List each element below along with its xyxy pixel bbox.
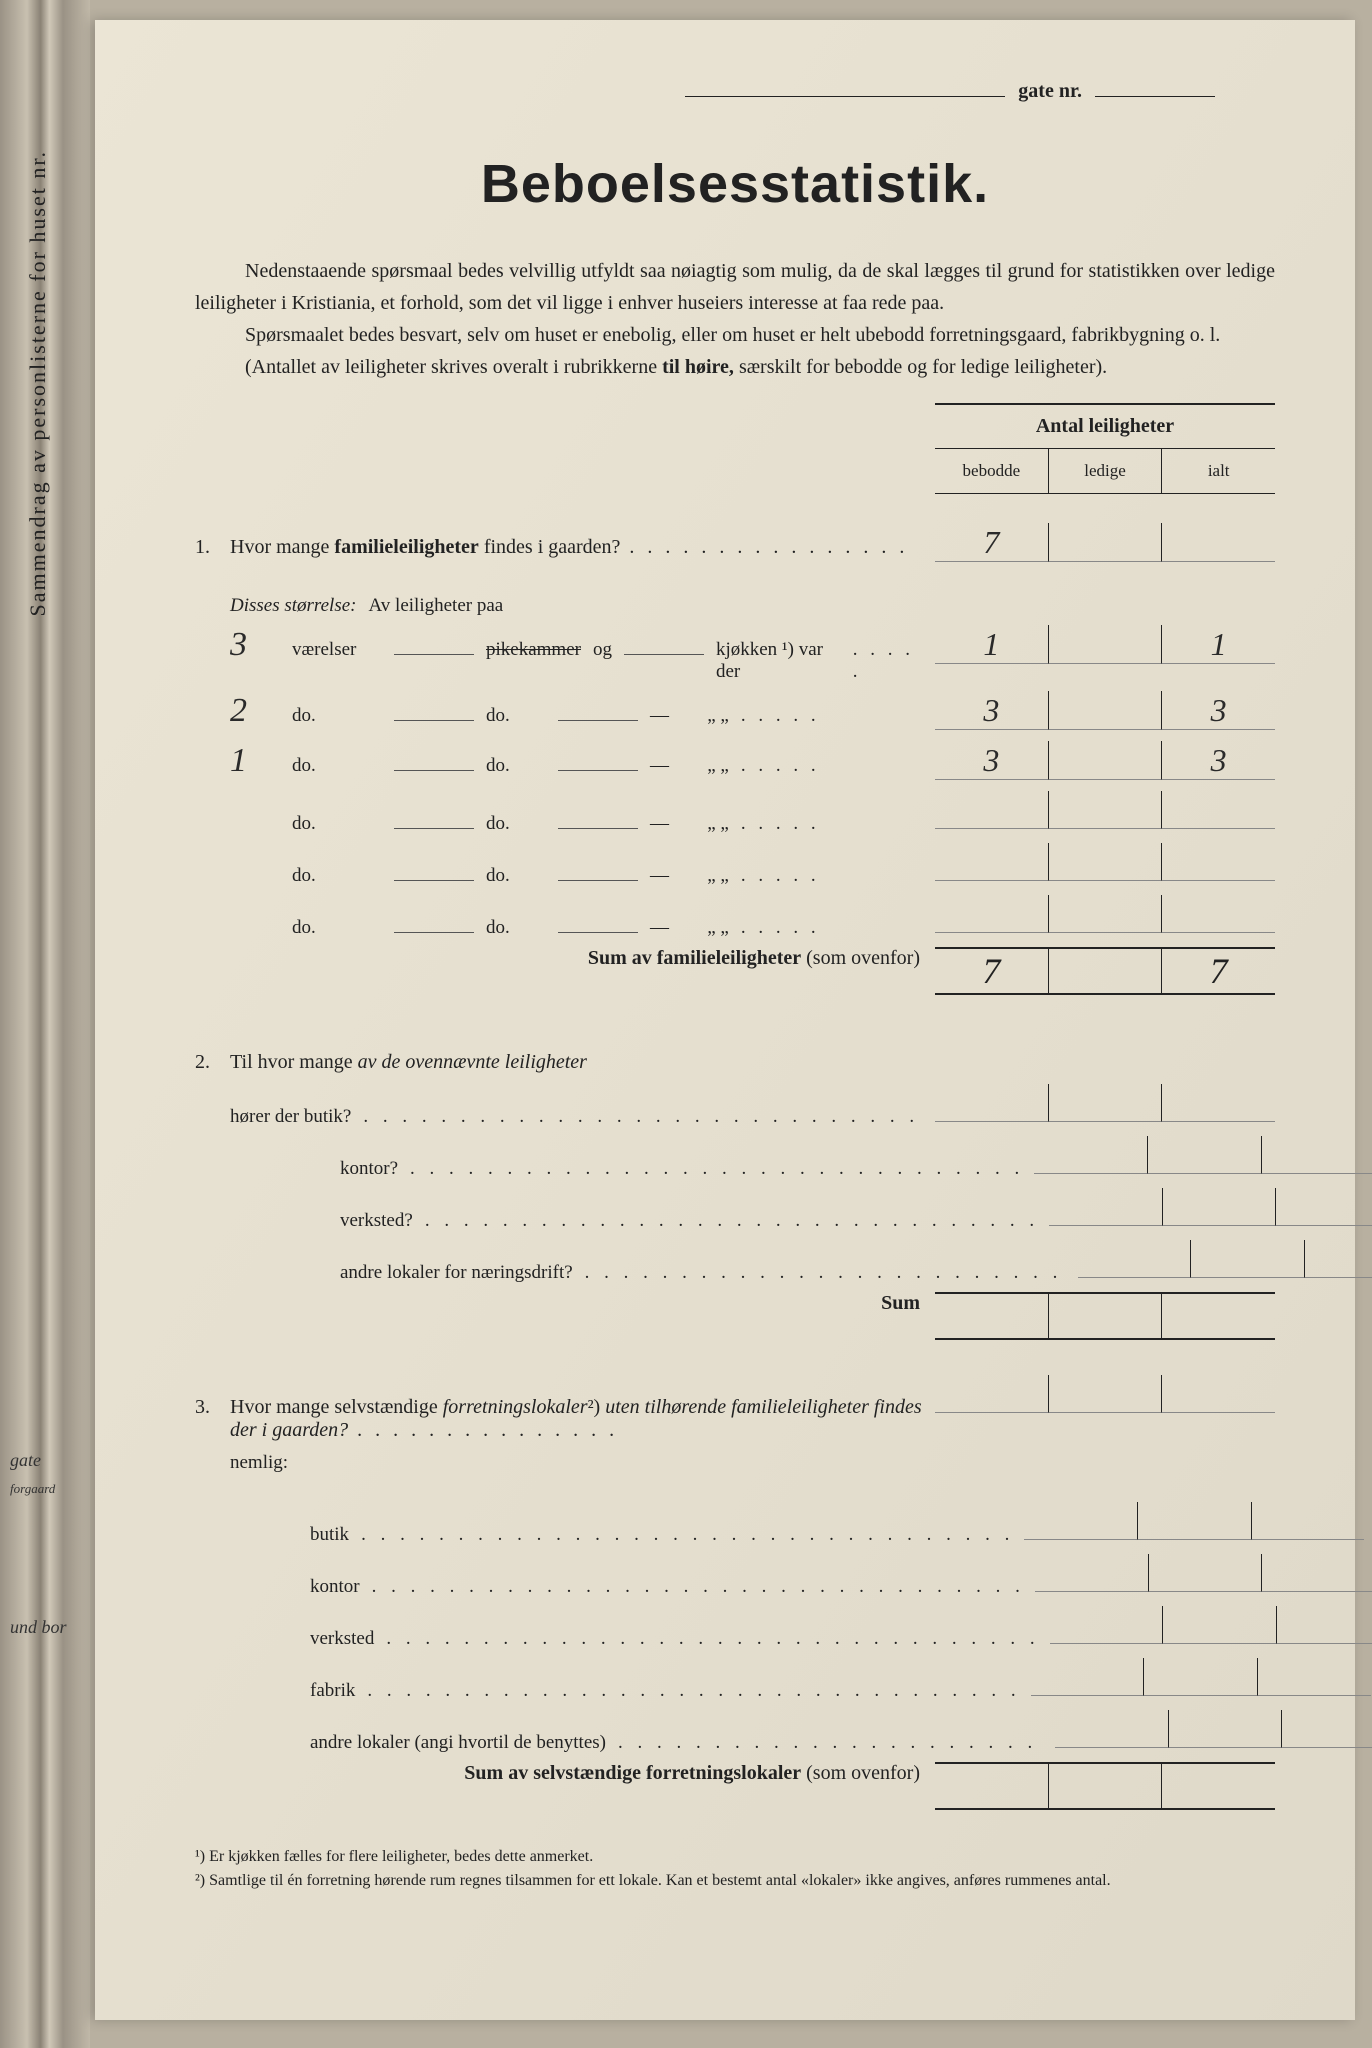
q2-row: andre lokaler for næringsdrift? . . . . … bbox=[195, 1240, 1275, 1284]
margin-und-bor: und bor bbox=[10, 1617, 67, 1638]
col-header-ialt: ialt bbox=[1161, 449, 1275, 493]
q1-size-row: do. do. — „ „ . . . . . bbox=[195, 895, 1275, 939]
q2-text: Til hvor mange av de ovennævnte leilighe… bbox=[230, 1051, 935, 1074]
q1-row-v1: 3 bbox=[935, 741, 1048, 780]
q1-row-v3 bbox=[1161, 791, 1275, 829]
q3-row: butik . . . . . . . . . . . . . . . . . … bbox=[195, 1502, 1275, 1546]
intro-p3c: særskilt for bebodde og for ledige leili… bbox=[734, 356, 1107, 378]
q1-row-v1 bbox=[935, 895, 1048, 933]
margin-gate: gate bbox=[10, 1450, 67, 1471]
q1-row-v1 bbox=[935, 791, 1048, 829]
q1-row-hw: 3 bbox=[230, 626, 280, 664]
q1-sum-label: Sum av familieleiligheter (som ovenfor) bbox=[195, 947, 935, 995]
q1-val-ledige bbox=[1048, 523, 1162, 562]
intro-paragraphs: Nedenstaaende spørsmaal bedes velvillig … bbox=[195, 255, 1275, 383]
page-title: Beboelsesstatistik. bbox=[195, 153, 1275, 215]
intro-p3b: til høire, bbox=[662, 356, 734, 378]
q1-row-hw: 1 bbox=[230, 742, 280, 780]
q2-sum-label: Sum bbox=[195, 1292, 935, 1340]
q3-sum-c3 bbox=[1161, 1764, 1275, 1808]
q2-sum-c1 bbox=[935, 1294, 1048, 1338]
q3-row: fabrik . . . . . . . . . . . . . . . . .… bbox=[195, 1658, 1275, 1702]
intro-p2: Spørsmaalet bedes besvart, selv om huset… bbox=[245, 324, 1220, 346]
q1-row-v3 bbox=[1161, 895, 1275, 933]
q3-num: 3. bbox=[195, 1396, 230, 1419]
main-table: Antal leiligheter bebodde ledige ialt 1.… bbox=[195, 403, 1275, 1893]
question-1: 1. Hvor mange familieleiligheter findes … bbox=[195, 523, 1275, 995]
q1-av: Av leiligheter paa bbox=[369, 595, 504, 617]
intro-p3a: (Antallet av leiligheter skrives overalt… bbox=[245, 356, 662, 378]
q2-row: verksted? . . . . . . . . . . . . . . . … bbox=[195, 1188, 1275, 1232]
q1-row-v2 bbox=[1048, 895, 1162, 933]
q1-size-row: do. do. — „ „ . . . . . bbox=[195, 843, 1275, 887]
q1-size-row: 3 værelser pikekammer og kjøkken ¹) var … bbox=[195, 625, 1275, 683]
column-headers: Antal leiligheter bebodde ledige ialt bbox=[935, 403, 1275, 494]
intro-p1: Nedenstaaende spørsmaal bedes velvillig … bbox=[195, 260, 1275, 314]
q1-row-v3: 1 bbox=[1161, 625, 1275, 664]
q3-sum-c2 bbox=[1048, 1764, 1162, 1808]
q1-row-v2 bbox=[1048, 791, 1162, 829]
q1-sum-ialt: 7 bbox=[1161, 949, 1275, 993]
q1-row-v3: 3 bbox=[1161, 691, 1275, 730]
q1-row-hw: 2 bbox=[230, 692, 280, 730]
col-header-main: Antal leiligheter bbox=[935, 403, 1275, 449]
question-3: 3. Hvor mange selvstændige forretningslo… bbox=[195, 1375, 1275, 1810]
q1-size-row: 2 do. do. — „ „ . . . . . 3 3 bbox=[195, 691, 1275, 733]
q1-row-v1: 3 bbox=[935, 691, 1048, 730]
document-page: gate nr. Beboelsesstatistik. Nedenstaaen… bbox=[95, 20, 1355, 2020]
q1-disses: Disses størrelse: bbox=[230, 595, 357, 617]
q3-row: kontor . . . . . . . . . . . . . . . . .… bbox=[195, 1554, 1275, 1598]
q1-row-v2 bbox=[1048, 843, 1162, 881]
footnote-2: ²) Samtlige til én forretning hørende ru… bbox=[195, 1869, 1275, 1893]
q2-row: hører der butik? . . . . . . . . . . . .… bbox=[195, 1084, 1275, 1128]
q1-num: 1. bbox=[195, 536, 230, 559]
margin-forgaard: forgaard bbox=[10, 1481, 67, 1497]
question-2: 2. Til hvor mange av de ovennævnte leili… bbox=[195, 1030, 1275, 1340]
header-gate-line: gate nr. bbox=[195, 80, 1275, 103]
footnotes: ¹) Er kjøkken fælles for flere leilighet… bbox=[195, 1845, 1275, 1893]
footnote-1: ¹) Er kjøkken fælles for flere leilighet… bbox=[195, 1845, 1275, 1869]
left-margin-area: Sammendrag av personlisterne for huset n… bbox=[10, 100, 70, 1900]
q3-sum-label: Sum av selvstændige forretningslokaler (… bbox=[195, 1762, 935, 1810]
q1-sum-bebodde: 7 bbox=[935, 949, 1048, 993]
vertical-margin-text: Sammendrag av personlisterne for huset n… bbox=[25, 150, 51, 616]
header-gate-nr-label: gate nr. bbox=[1018, 80, 1082, 102]
q1-val-ialt bbox=[1161, 523, 1275, 562]
col-header-ledige: ledige bbox=[1048, 449, 1162, 493]
q1-row-v3: 3 bbox=[1161, 741, 1275, 780]
q1-size-row: do. do. — „ „ . . . . . bbox=[195, 791, 1275, 835]
q1-row-v2 bbox=[1048, 691, 1162, 730]
q2-sum-c2 bbox=[1048, 1294, 1162, 1338]
q1-size-row: 1 do. do. — „ „ . . . . . 3 3 bbox=[195, 741, 1275, 783]
q1-row-v1 bbox=[935, 843, 1048, 881]
q2-num: 2. bbox=[195, 1051, 230, 1074]
q1-row-v2 bbox=[1048, 625, 1162, 664]
q1-row-v3 bbox=[1161, 843, 1275, 881]
left-margin-labels: gate forgaard und bor bbox=[10, 1450, 67, 1648]
q1-text: Hvor mange familieleiligheter findes i g… bbox=[230, 536, 935, 559]
q2-row: kontor? . . . . . . . . . . . . . . . . … bbox=[195, 1136, 1275, 1180]
q3-row: verksted . . . . . . . . . . . . . . . .… bbox=[195, 1606, 1275, 1650]
q1-val-bebodde: 7 bbox=[935, 523, 1048, 562]
q3-row: andre lokaler (angi hvortil de benyttes)… bbox=[195, 1710, 1275, 1754]
q1-row-v1: 1 bbox=[935, 625, 1048, 664]
q3-nemlig: nemlig: bbox=[230, 1452, 288, 1474]
q1-sum-ledige bbox=[1048, 949, 1162, 993]
q2-sum-c3 bbox=[1161, 1294, 1275, 1338]
q1-row-v2 bbox=[1048, 741, 1162, 780]
q3-sum-c1 bbox=[935, 1764, 1048, 1808]
col-header-bebodde: bebodde bbox=[935, 449, 1048, 493]
q3-text: Hvor mange selvstændige forretningslokal… bbox=[230, 1396, 935, 1442]
